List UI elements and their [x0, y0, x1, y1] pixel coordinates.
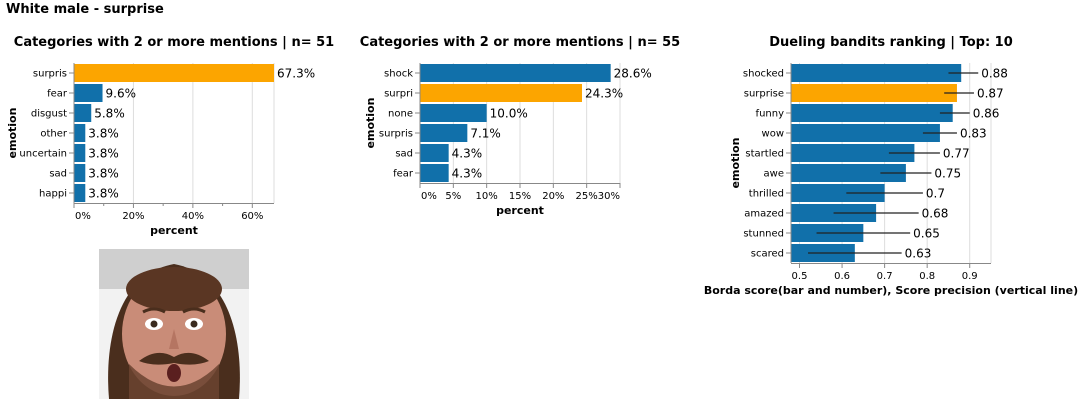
bar-awe — [791, 164, 906, 182]
data-label-shock: 28.6% — [614, 67, 652, 81]
x-tick-label-0: 0% — [421, 191, 437, 202]
face-photo — [99, 249, 249, 399]
x-tick-label-1: 20% — [122, 211, 144, 222]
category-label-shocked: shocked — [743, 69, 784, 80]
data-label-stunned: 0.65 — [913, 227, 940, 241]
category-label-startled: startled — [745, 149, 784, 160]
bar-uncertain — [74, 144, 86, 162]
category-label-surpris: surpris — [379, 129, 413, 140]
category-label-surprise: surprise — [744, 89, 784, 100]
bar-sad — [420, 144, 449, 162]
bar-surprise — [791, 84, 957, 102]
data-label-other: 3.8% — [88, 127, 119, 141]
category-label-stunned: stunned — [743, 229, 784, 240]
category-label-fear: fear — [393, 169, 414, 180]
x-tick-label-1: 5% — [445, 191, 461, 202]
category-label-scared: scared — [751, 249, 784, 260]
x-tick-label-2: 0.7 — [877, 271, 893, 282]
x-tick-label-4: 0.9 — [962, 271, 978, 282]
x-tick-label-0: 0.5 — [792, 271, 808, 282]
chart-title: Dueling bandits ranking | Top: 10 — [769, 35, 1013, 50]
y-axis-label: emotion — [729, 138, 742, 189]
category-label-awe: awe — [764, 169, 784, 180]
category-label-uncertain: uncertain — [19, 149, 67, 160]
data-label-uncertain: 3.8% — [88, 147, 119, 161]
category-label-disgust: disgust — [31, 109, 67, 120]
page-title: White male - surprise — [6, 2, 164, 17]
category-label-surpri: surpri — [384, 89, 413, 100]
data-label-surprise: 0.87 — [977, 87, 1004, 101]
data-label-amazed: 0.68 — [922, 207, 949, 221]
x-axis-label: percent — [496, 204, 544, 217]
chart-title: Categories with 2 or more mentions | n= … — [14, 35, 334, 50]
y-axis-label: emotion — [364, 98, 377, 149]
data-label-happi: 3.8% — [88, 187, 119, 201]
category-label-none: none — [388, 109, 413, 120]
data-label-thrilled: 0.7 — [926, 187, 945, 201]
bar-none — [420, 104, 487, 122]
data-label-sad: 3.8% — [88, 167, 119, 181]
category-label-funny: funny — [756, 109, 785, 120]
data-label-funny: 0.86 — [973, 107, 1000, 121]
bar-wow — [791, 124, 940, 142]
data-label-awe: 0.75 — [934, 167, 961, 181]
bar-funny — [791, 104, 953, 122]
data-label-fear: 9.6% — [106, 87, 137, 101]
y-axis-label: emotion — [6, 108, 19, 159]
category-label-sad: sad — [49, 169, 67, 180]
data-label-fear: 4.3% — [452, 167, 483, 181]
category-label-fear: fear — [47, 89, 68, 100]
bar-sad — [74, 164, 86, 182]
x-tick-label-0: 0% — [75, 211, 91, 222]
x-axis-label: percent — [150, 224, 198, 237]
bar-thrilled — [791, 184, 885, 202]
data-label-shocked: 0.88 — [981, 67, 1008, 81]
category-label-happi: happi — [39, 189, 67, 200]
data-label-scared: 0.63 — [905, 247, 932, 261]
data-label-sad: 4.3% — [452, 147, 483, 161]
category-label-amazed: amazed — [744, 209, 784, 220]
x-tick-label-3: 15% — [509, 191, 531, 202]
x-tick-label-3: 0.8 — [919, 271, 935, 282]
x-tick-label-2: 40% — [182, 211, 204, 222]
bar-shocked — [791, 64, 962, 82]
x-tick-label-2: 10% — [476, 191, 498, 202]
category-label-thrilled: thrilled — [749, 189, 784, 200]
bar-surpris — [420, 124, 468, 142]
x-tick-label-5: 25% — [576, 191, 598, 202]
data-label-surpris: 7.1% — [470, 127, 501, 141]
bar-other — [74, 124, 86, 142]
data-label-none: 10.0% — [490, 107, 528, 121]
bar-shock — [420, 64, 611, 82]
bar-happi — [74, 184, 86, 202]
bar-startled — [791, 144, 915, 162]
x-tick-label-4: 20% — [542, 191, 564, 202]
chart-title: Categories with 2 or more mentions | n= … — [360, 35, 680, 50]
category-label-wow: wow — [762, 129, 784, 140]
bar-surpri — [420, 84, 582, 102]
x-tick-label-1: 0.6 — [834, 271, 850, 282]
category-label-other: other — [40, 129, 68, 140]
category-label-shock: shock — [384, 69, 413, 80]
data-label-disgust: 5.8% — [94, 107, 125, 121]
x-tick-label-6: 30% — [598, 191, 620, 202]
category-label-surpris: surpris — [33, 69, 67, 80]
data-label-surpri: 24.3% — [585, 87, 623, 101]
bar-fear — [74, 84, 103, 102]
bar-fear — [420, 164, 449, 182]
x-axis-label: Borda score(bar and number), Score preci… — [704, 284, 1078, 297]
data-label-startled: 0.77 — [943, 147, 970, 161]
bar-disgust — [74, 104, 92, 122]
data-label-wow: 0.83 — [960, 127, 987, 141]
category-label-sad: sad — [395, 149, 413, 160]
data-label-surpris: 67.3% — [277, 67, 315, 81]
x-tick-label-3: 60% — [241, 211, 263, 222]
bar-surpris — [74, 64, 274, 82]
